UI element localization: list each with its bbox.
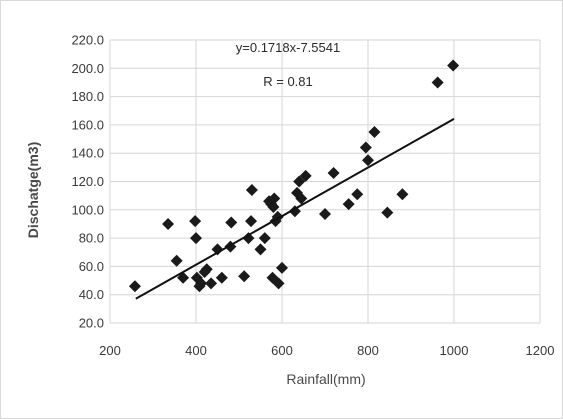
y-tick-labels: 20.0 40.0 60.0 80.0 100.0 120.0 140.0 160.0 180.… — [71, 33, 104, 331]
data-point — [276, 261, 288, 274]
data-point — [190, 232, 202, 245]
data-point — [254, 243, 267, 256]
data-point — [368, 125, 381, 138]
data-point — [342, 198, 355, 211]
y-tick-label: 80.0 — [79, 231, 104, 246]
data-point — [162, 217, 175, 230]
x-tick-label: 1200 — [526, 343, 555, 358]
data-point — [381, 206, 394, 219]
y-tick-label: 120.0 — [71, 174, 104, 189]
data-point — [295, 192, 308, 205]
data-point — [362, 154, 374, 167]
data-point — [431, 76, 444, 89]
x-tick-label: 800 — [357, 343, 379, 358]
y-tick-label: 40.0 — [79, 287, 104, 302]
data-point — [211, 243, 224, 256]
trendline-equation: y=0.1718x-7.5541 — [236, 40, 340, 55]
data-point — [238, 270, 251, 283]
y-tick-label: 100.0 — [71, 202, 104, 217]
x-tick-labels: 200 400 600 800 1000 1200 — [99, 343, 554, 358]
r-value-annotation: R = 0.81 — [263, 74, 313, 89]
data-point — [200, 263, 213, 276]
data-point — [268, 192, 281, 205]
x-tick-label: 1000 — [440, 343, 469, 358]
data-point — [319, 208, 331, 221]
y-tick-label: 20.0 — [79, 316, 104, 331]
data-point — [258, 232, 271, 245]
data-point — [267, 200, 280, 213]
y-tick-label: 60.0 — [79, 259, 104, 274]
x-tick-label: 400 — [185, 343, 207, 358]
data-points — [128, 59, 460, 293]
data-point — [327, 167, 340, 180]
y-tick-label: 220.0 — [71, 33, 104, 48]
data-point — [359, 141, 372, 154]
data-point — [215, 271, 228, 284]
data-point — [225, 216, 238, 229]
data-point — [170, 254, 183, 267]
y-axis-title: Dischatge(m3) — [25, 142, 41, 238]
y-tick-label: 200.0 — [71, 61, 104, 76]
data-point — [245, 215, 258, 228]
y-tick-label: 140.0 — [71, 146, 104, 161]
data-point — [195, 277, 208, 290]
y-tick-label: 180.0 — [71, 89, 104, 104]
data-point — [128, 280, 141, 293]
data-point — [272, 277, 285, 290]
data-point — [245, 183, 258, 196]
x-tick-label: 600 — [271, 343, 293, 358]
data-point — [293, 175, 306, 188]
data-point — [242, 232, 255, 245]
data-point — [189, 215, 202, 228]
data-point — [299, 169, 312, 182]
data-point — [447, 59, 460, 72]
trendline — [135, 118, 455, 300]
gridlines — [109, 39, 541, 324]
data-point — [396, 188, 409, 201]
data-point — [205, 277, 218, 290]
x-tick-label: 200 — [99, 343, 121, 358]
y-tick-label: 160.0 — [71, 117, 104, 132]
data-point — [351, 188, 364, 201]
x-axis-title: Rainfall(mm) — [286, 371, 365, 387]
